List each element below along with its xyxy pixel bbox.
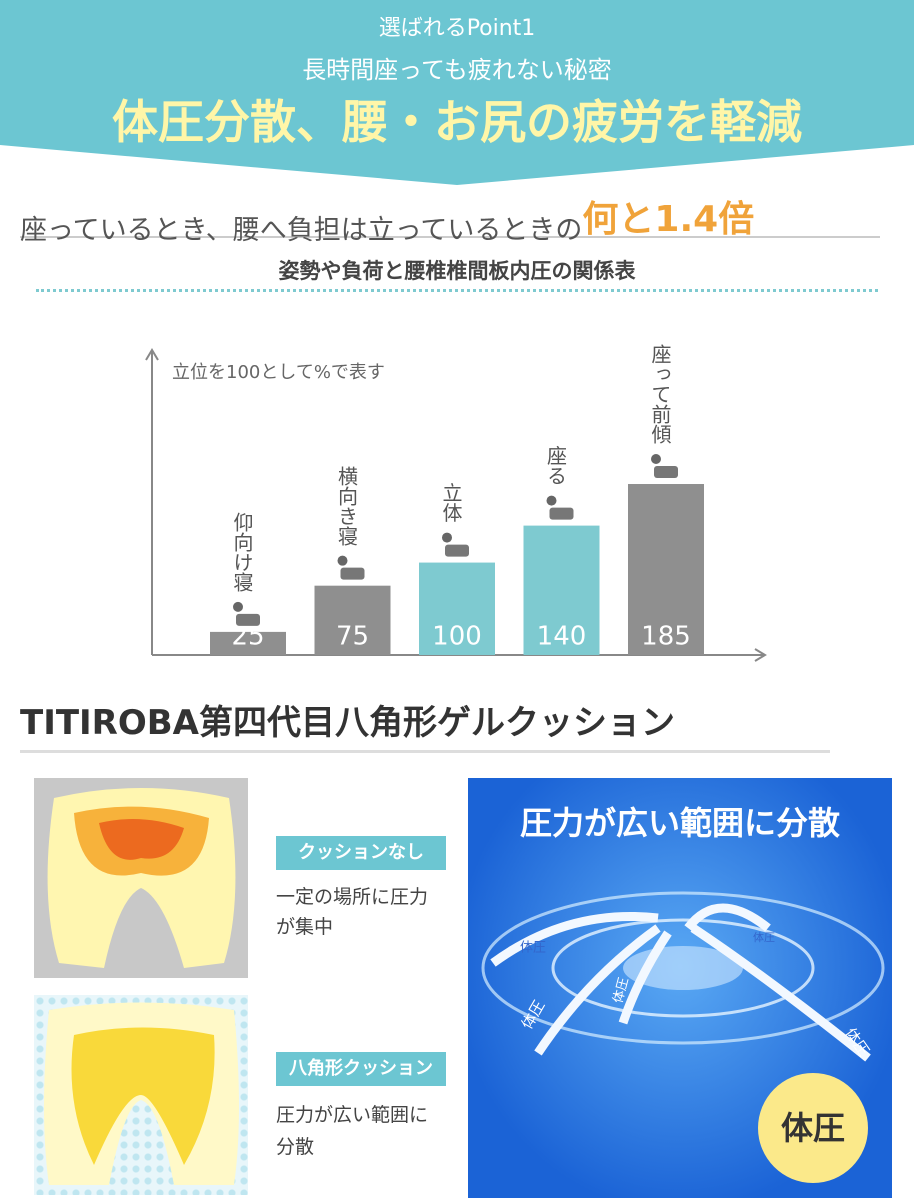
posture-icon (549, 507, 574, 520)
desc-with-1: 圧力が広い範囲に (276, 1104, 429, 1126)
bar (314, 585, 391, 655)
headline-text: 座っているとき、腰へ負担は立っているときの (20, 215, 583, 246)
value-label: 75 (336, 622, 369, 652)
desc-with-2: 分散 (276, 1136, 315, 1158)
posture-icon (337, 555, 348, 566)
bar (210, 631, 286, 655)
arrow-label: 体圧 (520, 941, 546, 956)
posture-icon (442, 532, 452, 543)
heatmap-without (34, 778, 248, 978)
posture-icon (654, 466, 678, 479)
headline-emphasis: 何と1.4倍 (582, 199, 755, 240)
posture-icon (236, 613, 260, 626)
kicker: 選ばれるPoint1 (378, 16, 536, 41)
category-label: 座って前傾 (648, 344, 672, 444)
arrow-label: 体圧 (611, 976, 632, 1005)
badge: 体圧 (781, 1109, 845, 1147)
posture-icon (546, 495, 557, 506)
label-with: 八角形クッション (276, 1052, 446, 1086)
posture-icon (340, 567, 365, 580)
headline: 座っているとき、腰へ負担は立っているときの何と1.4倍 (20, 190, 880, 246)
desc-without-2: が集中 (276, 916, 334, 938)
arrow-label: 体圧 (753, 930, 775, 944)
posture-icon (651, 454, 661, 465)
value-label: 185 (641, 622, 691, 652)
bar (628, 484, 704, 655)
section-title: TITIROBA第四代目八角形ゲルクッション (20, 695, 830, 753)
heatmap-with (34, 995, 248, 1195)
category-label: 立体 (439, 482, 463, 522)
posture-icon (445, 544, 469, 557)
desc-without-1: 一定の場所に圧力 (276, 886, 429, 908)
category-label: 仰向け寝 (230, 511, 254, 591)
header: 選ばれるPoint1 長時間座っても疲れない秘密 体圧分散、腰・お尻の疲労を軽減 (0, 0, 914, 185)
panel-art: 体圧 体圧 体圧 体圧 体圧 体圧 (481, 891, 885, 1183)
axis (145, 348, 767, 662)
posture-icon (233, 601, 243, 612)
bar (419, 562, 495, 655)
divider (36, 289, 878, 292)
value-label: 140 (537, 622, 587, 652)
arrow-label: 体圧 (518, 997, 549, 1032)
header-bg (0, 0, 914, 185)
panel-title: 圧力が広い範囲に分散 (519, 804, 840, 842)
pressure-panel: 体圧 体圧 体圧 体圧 体圧 体圧 圧力が広い範囲に分散 (468, 778, 892, 1198)
bar (523, 525, 600, 655)
label-without: クッションなし (276, 836, 446, 870)
title: 体圧分散、腰・お尻の疲労を軽減 (112, 95, 802, 149)
category-label: 横向き寝 (335, 465, 359, 545)
chart: 立位を100として%で表す 25 仰向け寝 75 横向き寝 100 立体 140 座る 185 座っ… (145, 344, 767, 662)
subtitle: 長時間座っても疲れない秘密 (302, 56, 612, 84)
value-label: 25 (231, 622, 264, 652)
chart-note: 立位を100として%で表す (172, 362, 385, 383)
category-label: 座る (544, 445, 568, 485)
value-label: 100 (432, 622, 482, 652)
chart-title: 姿勢や負荷と腰椎椎間板内圧の関係表 (278, 259, 636, 283)
